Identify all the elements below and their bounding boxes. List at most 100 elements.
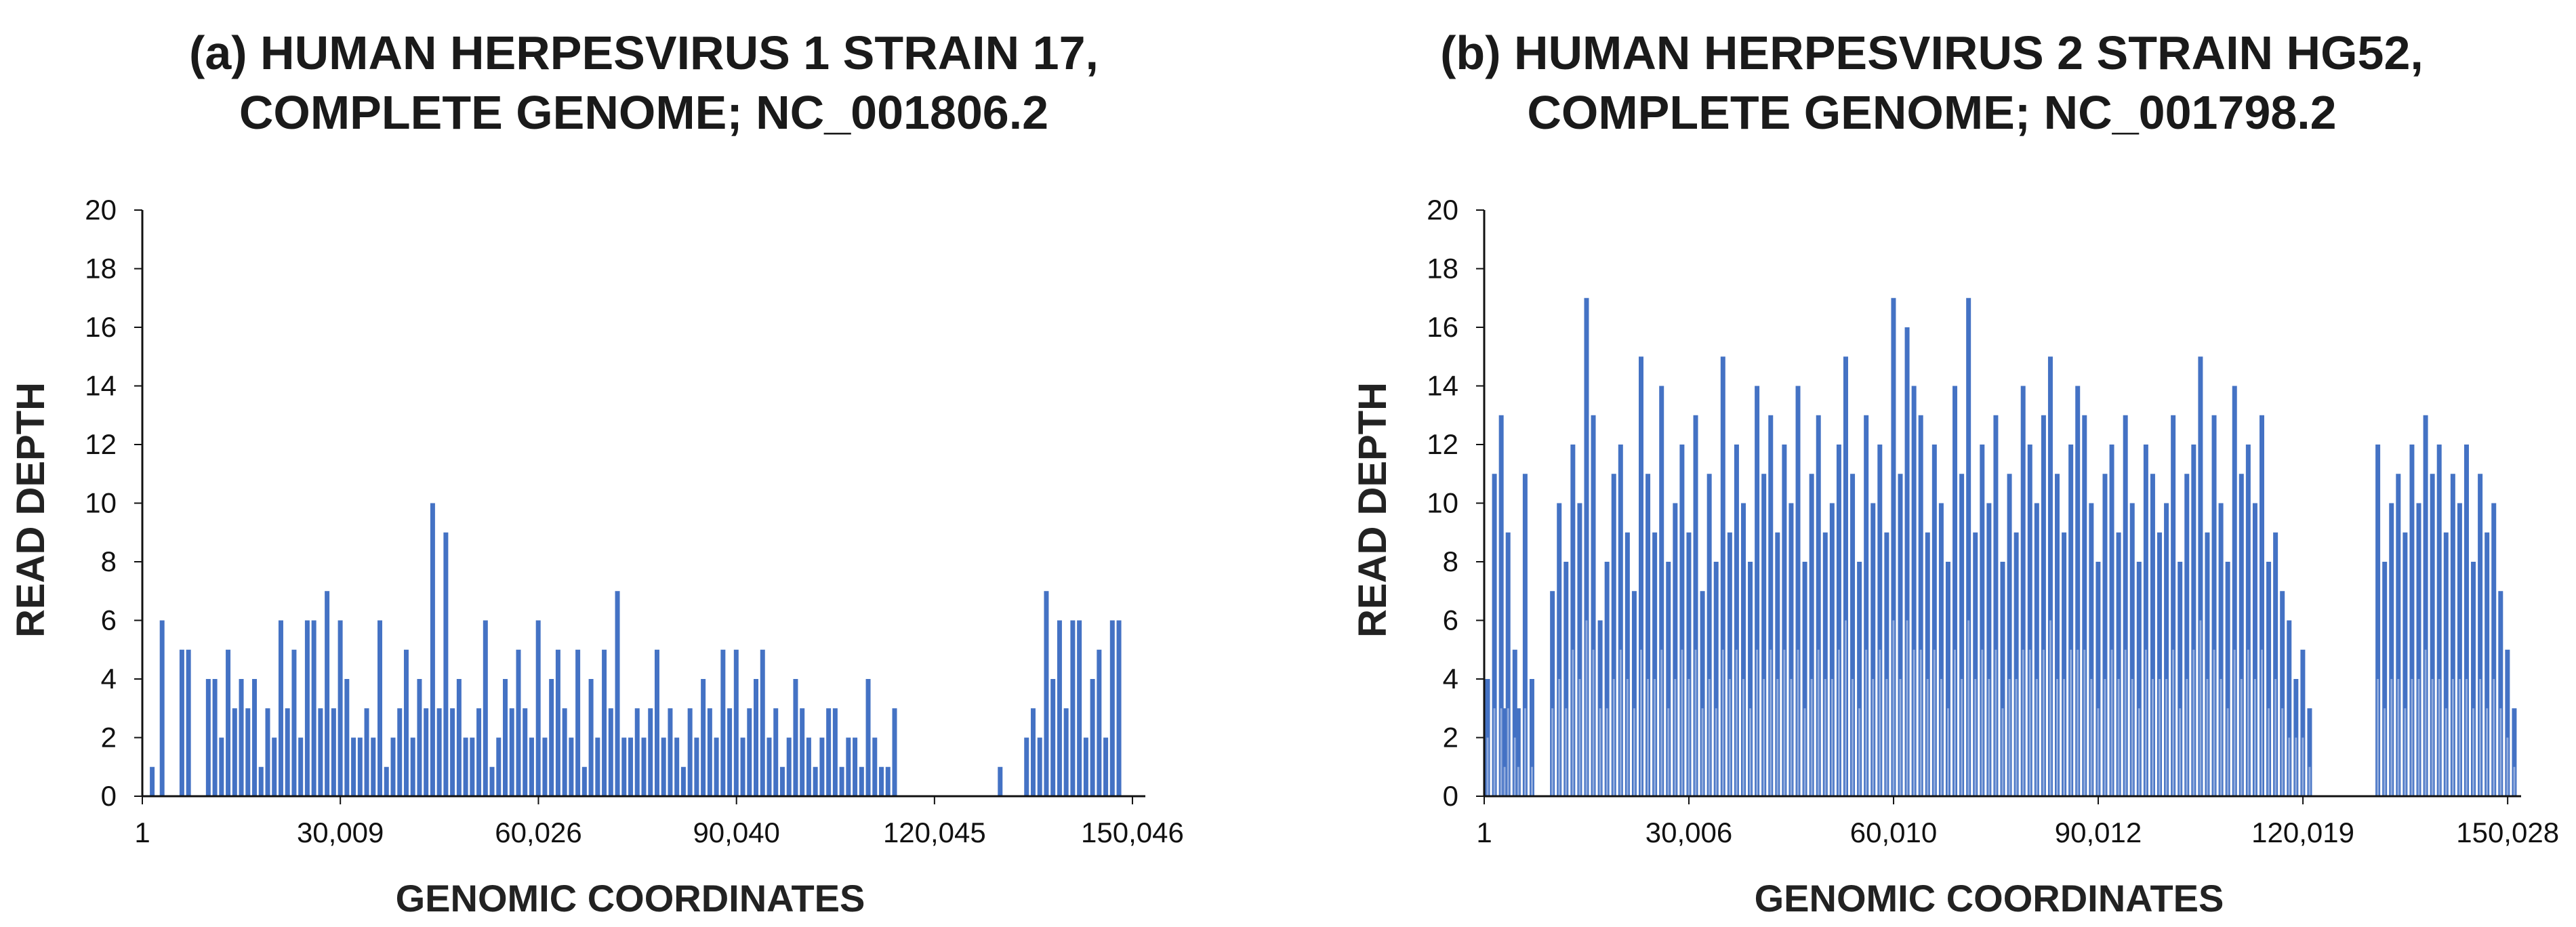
bar xyxy=(2375,445,2381,796)
y-tick-label: 18 xyxy=(1427,253,1458,285)
bar xyxy=(2245,445,2251,796)
bar xyxy=(1986,503,1992,796)
bar xyxy=(621,737,627,796)
bar-fill xyxy=(2308,766,2311,796)
bar xyxy=(509,708,514,796)
bar-fill xyxy=(1756,649,1759,796)
bar-fill xyxy=(2377,679,2379,796)
bar xyxy=(1659,386,1664,796)
bar xyxy=(1720,356,1725,796)
bar-fill xyxy=(1776,679,1779,796)
y-tick-label: 14 xyxy=(85,370,117,402)
bar xyxy=(581,766,587,796)
bar xyxy=(1492,474,1497,796)
bar xyxy=(1938,503,1944,796)
bar xyxy=(1618,445,1623,796)
chart-panel-b: (b) HUMAN HERPESVIRUS 2 STRAIN HG52, COM… xyxy=(1288,0,2576,927)
bar xyxy=(212,679,218,796)
bar-fill xyxy=(1810,679,1813,796)
bar xyxy=(2123,415,2128,796)
bar-fill xyxy=(2199,620,2202,796)
bar xyxy=(265,708,270,796)
bar xyxy=(661,737,666,796)
bar xyxy=(641,737,647,796)
bar xyxy=(364,708,369,796)
bar xyxy=(1050,679,1056,796)
bar-fill xyxy=(1940,679,1942,796)
bar-fill xyxy=(2479,679,2482,796)
bar-fill xyxy=(1899,679,1902,796)
bar xyxy=(1748,562,1753,796)
x-tick-label: 90,012 xyxy=(2055,817,2142,848)
bar xyxy=(542,737,548,796)
bar xyxy=(2485,532,2490,796)
bar-fill xyxy=(1592,649,1595,796)
bar-fill xyxy=(2233,649,2236,796)
bar xyxy=(1740,503,1746,796)
bar-fill xyxy=(1688,679,1690,796)
bar-fill xyxy=(2206,679,2209,796)
bar xyxy=(628,737,634,796)
bar xyxy=(1109,620,1115,796)
bar-fill xyxy=(2110,649,2113,796)
bar xyxy=(1768,415,1774,796)
bar xyxy=(1652,532,1658,796)
bar xyxy=(2184,474,2190,796)
bar-fill xyxy=(2104,679,2106,796)
bar xyxy=(1973,532,1978,796)
bar xyxy=(674,737,680,796)
bar xyxy=(2068,445,2074,796)
bar xyxy=(403,649,409,796)
bar xyxy=(450,708,455,796)
bar xyxy=(648,708,653,796)
bar xyxy=(2403,532,2408,796)
bar xyxy=(1057,620,1062,796)
bar xyxy=(740,737,745,796)
bar-fill xyxy=(1524,708,1526,796)
bar-fill xyxy=(1844,620,1847,796)
bar xyxy=(1809,474,1814,796)
bar xyxy=(846,737,851,796)
bar-fill xyxy=(1913,649,1915,796)
bar xyxy=(291,649,297,796)
bar xyxy=(325,591,330,796)
bar xyxy=(1498,415,1504,796)
bar xyxy=(2389,503,2394,796)
bar-fill xyxy=(2138,708,2140,796)
x-tick-label: 150,046 xyxy=(1081,817,1184,848)
x-axis-label: GENOMIC COORDINATES xyxy=(1755,877,2224,920)
bar-fill xyxy=(2424,649,2427,796)
bar-fill xyxy=(2159,679,2161,796)
bar xyxy=(1693,415,1698,796)
bar xyxy=(727,708,733,796)
bar-fill xyxy=(2192,649,2195,796)
bar-fill xyxy=(1633,708,1635,796)
bar xyxy=(1918,415,1923,796)
bar-fill xyxy=(1612,679,1615,796)
bar xyxy=(2164,503,2169,796)
y-axis-label: READ DEPTH xyxy=(9,382,53,638)
bar-fill xyxy=(2465,679,2468,796)
bar xyxy=(2027,445,2032,796)
bar xyxy=(2471,562,2476,796)
bar xyxy=(2089,503,2094,796)
bar-fill xyxy=(1640,649,1643,796)
bar xyxy=(2205,532,2210,796)
bar xyxy=(839,766,844,796)
bar xyxy=(1077,620,1082,796)
bar xyxy=(853,737,858,796)
bar xyxy=(1857,562,1862,796)
y-tick-label: 2 xyxy=(1443,722,1458,754)
bar-fill xyxy=(2070,649,2072,796)
bar xyxy=(338,620,343,796)
bar-fill xyxy=(2281,708,2284,796)
bar xyxy=(1557,503,1562,796)
bar xyxy=(1700,591,1705,796)
bar xyxy=(535,620,541,796)
bar xyxy=(1550,591,1555,796)
bar-fill xyxy=(1763,679,1765,796)
bar-fill xyxy=(2022,649,2024,796)
bar-fill xyxy=(2213,649,2215,796)
bar-fill xyxy=(1926,679,1929,796)
bar xyxy=(2034,503,2039,796)
